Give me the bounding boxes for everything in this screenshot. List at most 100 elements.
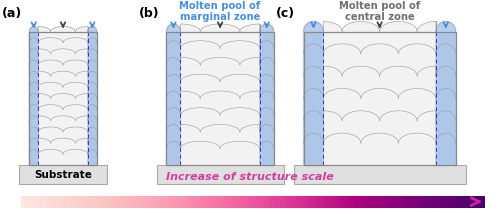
Polygon shape (30, 94, 38, 110)
Polygon shape (304, 22, 324, 54)
Polygon shape (88, 49, 96, 65)
Polygon shape (30, 127, 38, 143)
Polygon shape (240, 58, 260, 82)
Polygon shape (260, 141, 274, 165)
Polygon shape (38, 127, 63, 143)
Polygon shape (76, 49, 88, 65)
Polygon shape (50, 116, 76, 132)
Polygon shape (166, 74, 180, 98)
Polygon shape (88, 27, 96, 43)
Polygon shape (30, 138, 38, 154)
FancyBboxPatch shape (166, 31, 274, 165)
Polygon shape (166, 24, 180, 48)
Polygon shape (166, 91, 180, 115)
Polygon shape (38, 49, 50, 65)
Polygon shape (220, 141, 260, 165)
Polygon shape (436, 133, 456, 165)
Polygon shape (30, 49, 38, 65)
Polygon shape (166, 41, 180, 65)
Polygon shape (260, 74, 274, 98)
Polygon shape (304, 88, 324, 121)
Polygon shape (63, 82, 88, 98)
Polygon shape (324, 21, 342, 54)
Polygon shape (30, 116, 38, 132)
Polygon shape (50, 71, 76, 87)
Polygon shape (30, 82, 38, 98)
Polygon shape (436, 88, 456, 121)
Polygon shape (342, 66, 380, 98)
Polygon shape (88, 127, 96, 143)
Polygon shape (63, 60, 88, 76)
Polygon shape (260, 125, 274, 149)
Polygon shape (166, 108, 180, 132)
Polygon shape (30, 71, 38, 87)
Polygon shape (380, 111, 417, 143)
Polygon shape (88, 105, 96, 121)
Polygon shape (180, 108, 220, 132)
Polygon shape (220, 74, 260, 98)
Polygon shape (240, 91, 260, 115)
FancyBboxPatch shape (20, 165, 106, 184)
Polygon shape (88, 94, 96, 110)
Polygon shape (38, 60, 63, 76)
Polygon shape (361, 44, 399, 76)
Polygon shape (220, 41, 260, 65)
Polygon shape (166, 125, 180, 149)
Polygon shape (88, 149, 96, 165)
Polygon shape (260, 41, 274, 65)
Polygon shape (398, 44, 436, 76)
Polygon shape (180, 125, 201, 149)
Polygon shape (30, 60, 38, 76)
Polygon shape (417, 111, 436, 143)
Polygon shape (304, 66, 324, 98)
Polygon shape (324, 66, 342, 98)
Polygon shape (76, 116, 88, 132)
Text: Increase of structure scale: Increase of structure scale (166, 172, 334, 183)
Text: Molten pool of
central zone: Molten pool of central zone (339, 1, 420, 22)
Polygon shape (398, 133, 436, 165)
Polygon shape (260, 58, 274, 82)
Text: (c): (c) (276, 7, 295, 20)
FancyBboxPatch shape (166, 31, 180, 165)
Polygon shape (50, 138, 76, 154)
Polygon shape (436, 111, 456, 143)
FancyBboxPatch shape (304, 31, 324, 165)
FancyBboxPatch shape (436, 31, 456, 165)
Polygon shape (38, 27, 50, 43)
Polygon shape (200, 125, 240, 149)
Polygon shape (38, 105, 63, 121)
Polygon shape (38, 138, 50, 154)
Polygon shape (398, 88, 436, 121)
Polygon shape (260, 24, 274, 48)
Polygon shape (76, 27, 88, 43)
Polygon shape (380, 21, 417, 54)
Polygon shape (38, 116, 50, 132)
Polygon shape (220, 108, 260, 132)
Polygon shape (38, 71, 50, 87)
Text: (b): (b) (139, 7, 160, 20)
FancyBboxPatch shape (30, 31, 96, 165)
Polygon shape (88, 71, 96, 87)
Polygon shape (63, 38, 88, 54)
Polygon shape (180, 74, 220, 98)
Polygon shape (50, 94, 76, 110)
Polygon shape (166, 58, 180, 82)
Polygon shape (30, 149, 38, 165)
Polygon shape (436, 22, 456, 54)
Polygon shape (304, 111, 324, 143)
Polygon shape (30, 105, 38, 121)
Polygon shape (88, 116, 96, 132)
Polygon shape (180, 141, 220, 165)
Polygon shape (436, 44, 456, 76)
Polygon shape (324, 44, 361, 76)
Polygon shape (304, 133, 324, 165)
Polygon shape (76, 138, 88, 154)
Polygon shape (38, 82, 63, 98)
Polygon shape (166, 141, 180, 165)
Polygon shape (240, 24, 260, 48)
Polygon shape (76, 94, 88, 110)
Polygon shape (38, 149, 63, 165)
Polygon shape (260, 91, 274, 115)
Polygon shape (88, 38, 96, 54)
Polygon shape (380, 66, 417, 98)
